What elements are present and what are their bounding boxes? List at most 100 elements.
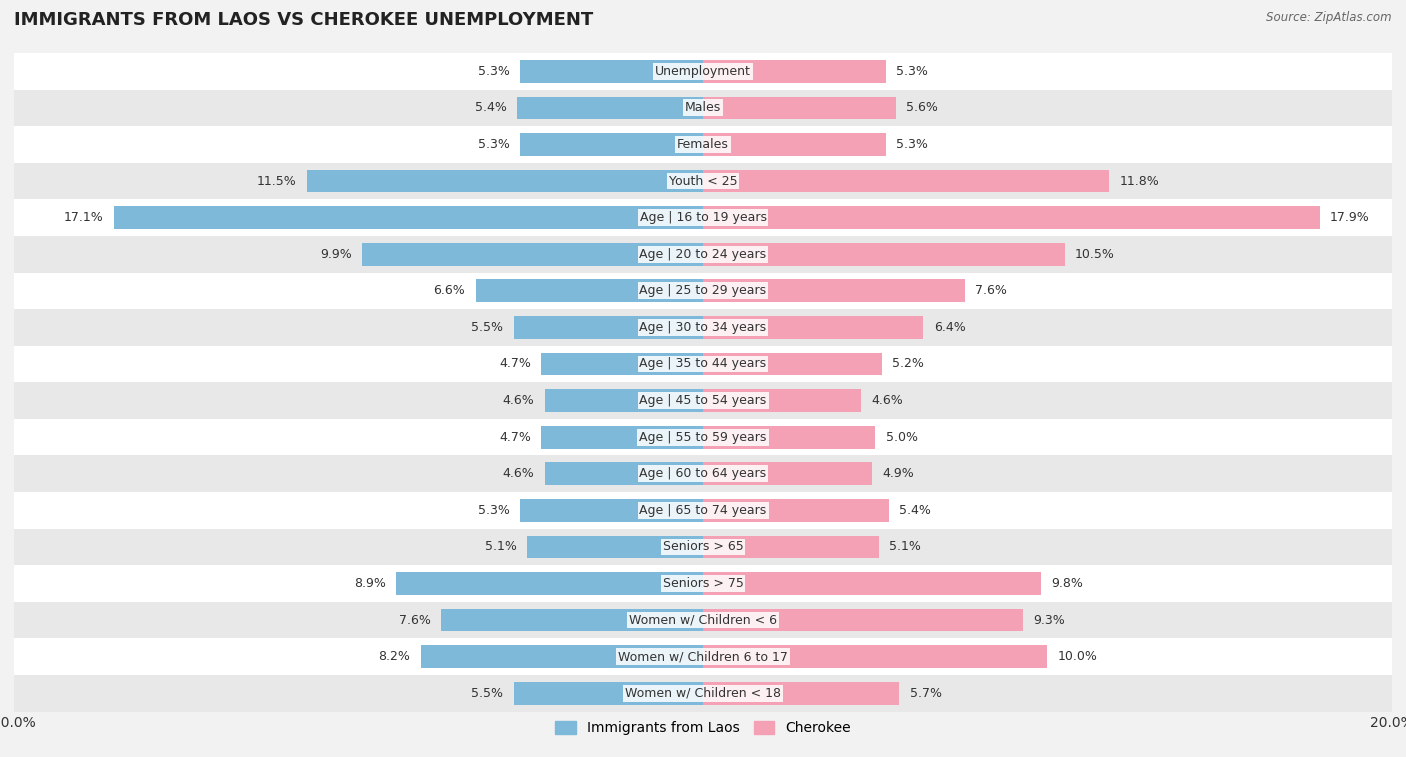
Bar (513, 316, 703, 338)
Bar (513, 682, 703, 705)
Bar (703, 60, 886, 83)
Bar (703, 499, 889, 522)
Bar (361, 243, 703, 266)
Bar (14, 382, 1392, 419)
Text: Source: ZipAtlas.com: Source: ZipAtlas.com (1267, 11, 1392, 24)
Text: 7.6%: 7.6% (399, 614, 430, 627)
Bar (703, 353, 882, 375)
Bar (396, 572, 703, 595)
Bar (703, 133, 886, 156)
Bar (14, 638, 1392, 675)
Text: 4.7%: 4.7% (499, 431, 531, 444)
Bar (475, 279, 703, 302)
Bar (703, 463, 872, 485)
Bar (544, 463, 703, 485)
Text: Age | 16 to 19 years: Age | 16 to 19 years (640, 211, 766, 224)
Bar (703, 243, 1064, 266)
Text: Age | 65 to 74 years: Age | 65 to 74 years (640, 504, 766, 517)
Bar (703, 170, 1109, 192)
Text: 9.3%: 9.3% (1033, 614, 1066, 627)
Text: Age | 25 to 29 years: Age | 25 to 29 years (640, 285, 766, 298)
Text: Age | 30 to 34 years: Age | 30 to 34 years (640, 321, 766, 334)
Text: Unemployment: Unemployment (655, 65, 751, 78)
Text: Males: Males (685, 101, 721, 114)
Bar (520, 133, 703, 156)
Bar (527, 536, 703, 558)
Text: Age | 20 to 24 years: Age | 20 to 24 years (640, 248, 766, 260)
Text: 8.9%: 8.9% (354, 577, 387, 590)
Bar (517, 97, 703, 119)
Bar (14, 456, 1392, 492)
Text: Females: Females (678, 138, 728, 151)
Text: Women w/ Children < 18: Women w/ Children < 18 (626, 687, 780, 699)
Text: 17.1%: 17.1% (63, 211, 104, 224)
Text: 11.8%: 11.8% (1119, 175, 1160, 188)
Text: Seniors > 65: Seniors > 65 (662, 540, 744, 553)
Text: 4.6%: 4.6% (872, 394, 904, 407)
Text: 5.3%: 5.3% (896, 138, 928, 151)
Text: 10.0%: 10.0% (1057, 650, 1098, 663)
Text: Age | 60 to 64 years: Age | 60 to 64 years (640, 467, 766, 480)
Text: 17.9%: 17.9% (1330, 211, 1369, 224)
Text: 5.5%: 5.5% (471, 321, 503, 334)
Bar (703, 682, 900, 705)
Text: Age | 45 to 54 years: Age | 45 to 54 years (640, 394, 766, 407)
Bar (14, 346, 1392, 382)
Text: 8.2%: 8.2% (378, 650, 411, 663)
Bar (14, 126, 1392, 163)
Text: 5.3%: 5.3% (478, 65, 510, 78)
Text: 5.1%: 5.1% (485, 540, 517, 553)
Text: 11.5%: 11.5% (257, 175, 297, 188)
Bar (14, 236, 1392, 273)
Bar (541, 426, 703, 448)
Bar (703, 316, 924, 338)
Text: 6.4%: 6.4% (934, 321, 966, 334)
Text: 5.4%: 5.4% (475, 101, 506, 114)
Bar (703, 389, 862, 412)
Text: Youth < 25: Youth < 25 (669, 175, 737, 188)
Text: 5.2%: 5.2% (893, 357, 924, 370)
Text: 5.4%: 5.4% (900, 504, 931, 517)
Bar (114, 207, 703, 229)
Text: Women w/ Children < 6: Women w/ Children < 6 (628, 614, 778, 627)
Bar (14, 419, 1392, 456)
Bar (703, 609, 1024, 631)
Bar (703, 536, 879, 558)
Bar (14, 492, 1392, 528)
Text: 6.6%: 6.6% (433, 285, 465, 298)
Text: 5.7%: 5.7% (910, 687, 942, 699)
Text: IMMIGRANTS FROM LAOS VS CHEROKEE UNEMPLOYMENT: IMMIGRANTS FROM LAOS VS CHEROKEE UNEMPLO… (14, 11, 593, 30)
Text: 4.6%: 4.6% (502, 394, 534, 407)
Text: 5.3%: 5.3% (478, 138, 510, 151)
Text: 9.8%: 9.8% (1050, 577, 1083, 590)
Bar (14, 565, 1392, 602)
Text: 5.1%: 5.1% (889, 540, 921, 553)
Bar (441, 609, 703, 631)
Bar (541, 353, 703, 375)
Bar (14, 89, 1392, 126)
Bar (703, 572, 1040, 595)
Bar (14, 309, 1392, 346)
Bar (14, 675, 1392, 712)
Legend: Immigrants from Laos, Cherokee: Immigrants from Laos, Cherokee (550, 716, 856, 741)
Text: 5.0%: 5.0% (886, 431, 918, 444)
Text: 5.6%: 5.6% (907, 101, 938, 114)
Bar (420, 646, 703, 668)
Text: 5.5%: 5.5% (471, 687, 503, 699)
Bar (14, 163, 1392, 199)
Text: Seniors > 75: Seniors > 75 (662, 577, 744, 590)
Bar (14, 199, 1392, 236)
Text: Age | 55 to 59 years: Age | 55 to 59 years (640, 431, 766, 444)
Text: 5.3%: 5.3% (896, 65, 928, 78)
Bar (703, 426, 875, 448)
Bar (703, 97, 896, 119)
Bar (520, 60, 703, 83)
Bar (14, 602, 1392, 638)
Text: 4.7%: 4.7% (499, 357, 531, 370)
Text: 5.3%: 5.3% (478, 504, 510, 517)
Text: Age | 35 to 44 years: Age | 35 to 44 years (640, 357, 766, 370)
Text: 7.6%: 7.6% (976, 285, 1007, 298)
Bar (307, 170, 703, 192)
Bar (14, 273, 1392, 309)
Bar (14, 528, 1392, 565)
